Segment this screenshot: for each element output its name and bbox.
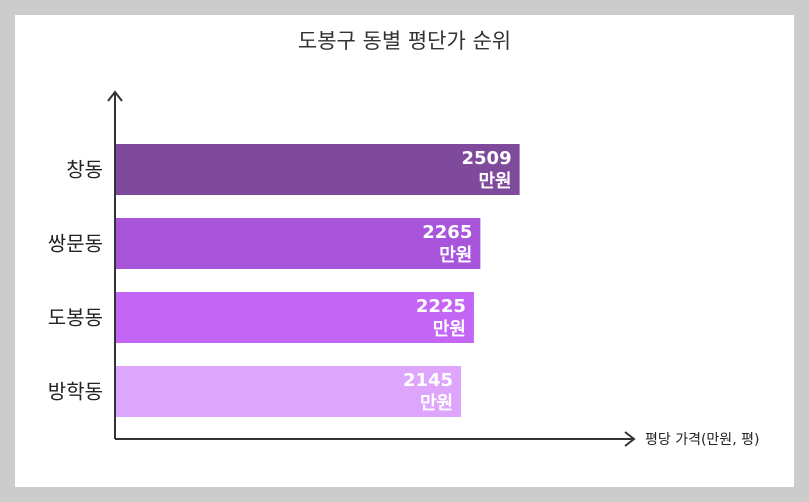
x-axis-arrowhead	[624, 431, 636, 447]
bar-value-label: 2265	[422, 222, 472, 243]
bar-value-label: 2145	[403, 370, 453, 391]
chart-title: 도봉구 동별 평단가 순위	[297, 29, 512, 53]
bar-unit-label: 만원	[439, 245, 472, 266]
axes-group: 평당 가격(만원, 평)	[107, 90, 759, 448]
bar-2	[116, 218, 481, 269]
bar-value-label: 2225	[416, 296, 466, 317]
y-axis-arrowhead	[107, 90, 123, 102]
bar-4	[116, 366, 462, 417]
bar-unit-label: 만원	[433, 319, 466, 340]
category-label: 방학동	[48, 380, 103, 404]
bar-unit-label: 만원	[478, 171, 511, 192]
category-label: 창동	[66, 158, 103, 182]
bar-value-label: 2509	[462, 148, 512, 169]
category-label: 도봉동	[48, 306, 103, 330]
bar-3	[116, 292, 474, 343]
category-label: 쌍문동	[48, 232, 103, 256]
chart-canvas: 도봉구 동별 평단가 순위 창동 2509 만원 쌍문동 2265 만원 도봉동 2225 만원…	[15, 15, 794, 487]
bar-unit-label: 만원	[420, 393, 453, 414]
bar-1	[116, 144, 520, 195]
x-axis-label: 평당 가격(만원, 평)	[645, 432, 759, 448]
